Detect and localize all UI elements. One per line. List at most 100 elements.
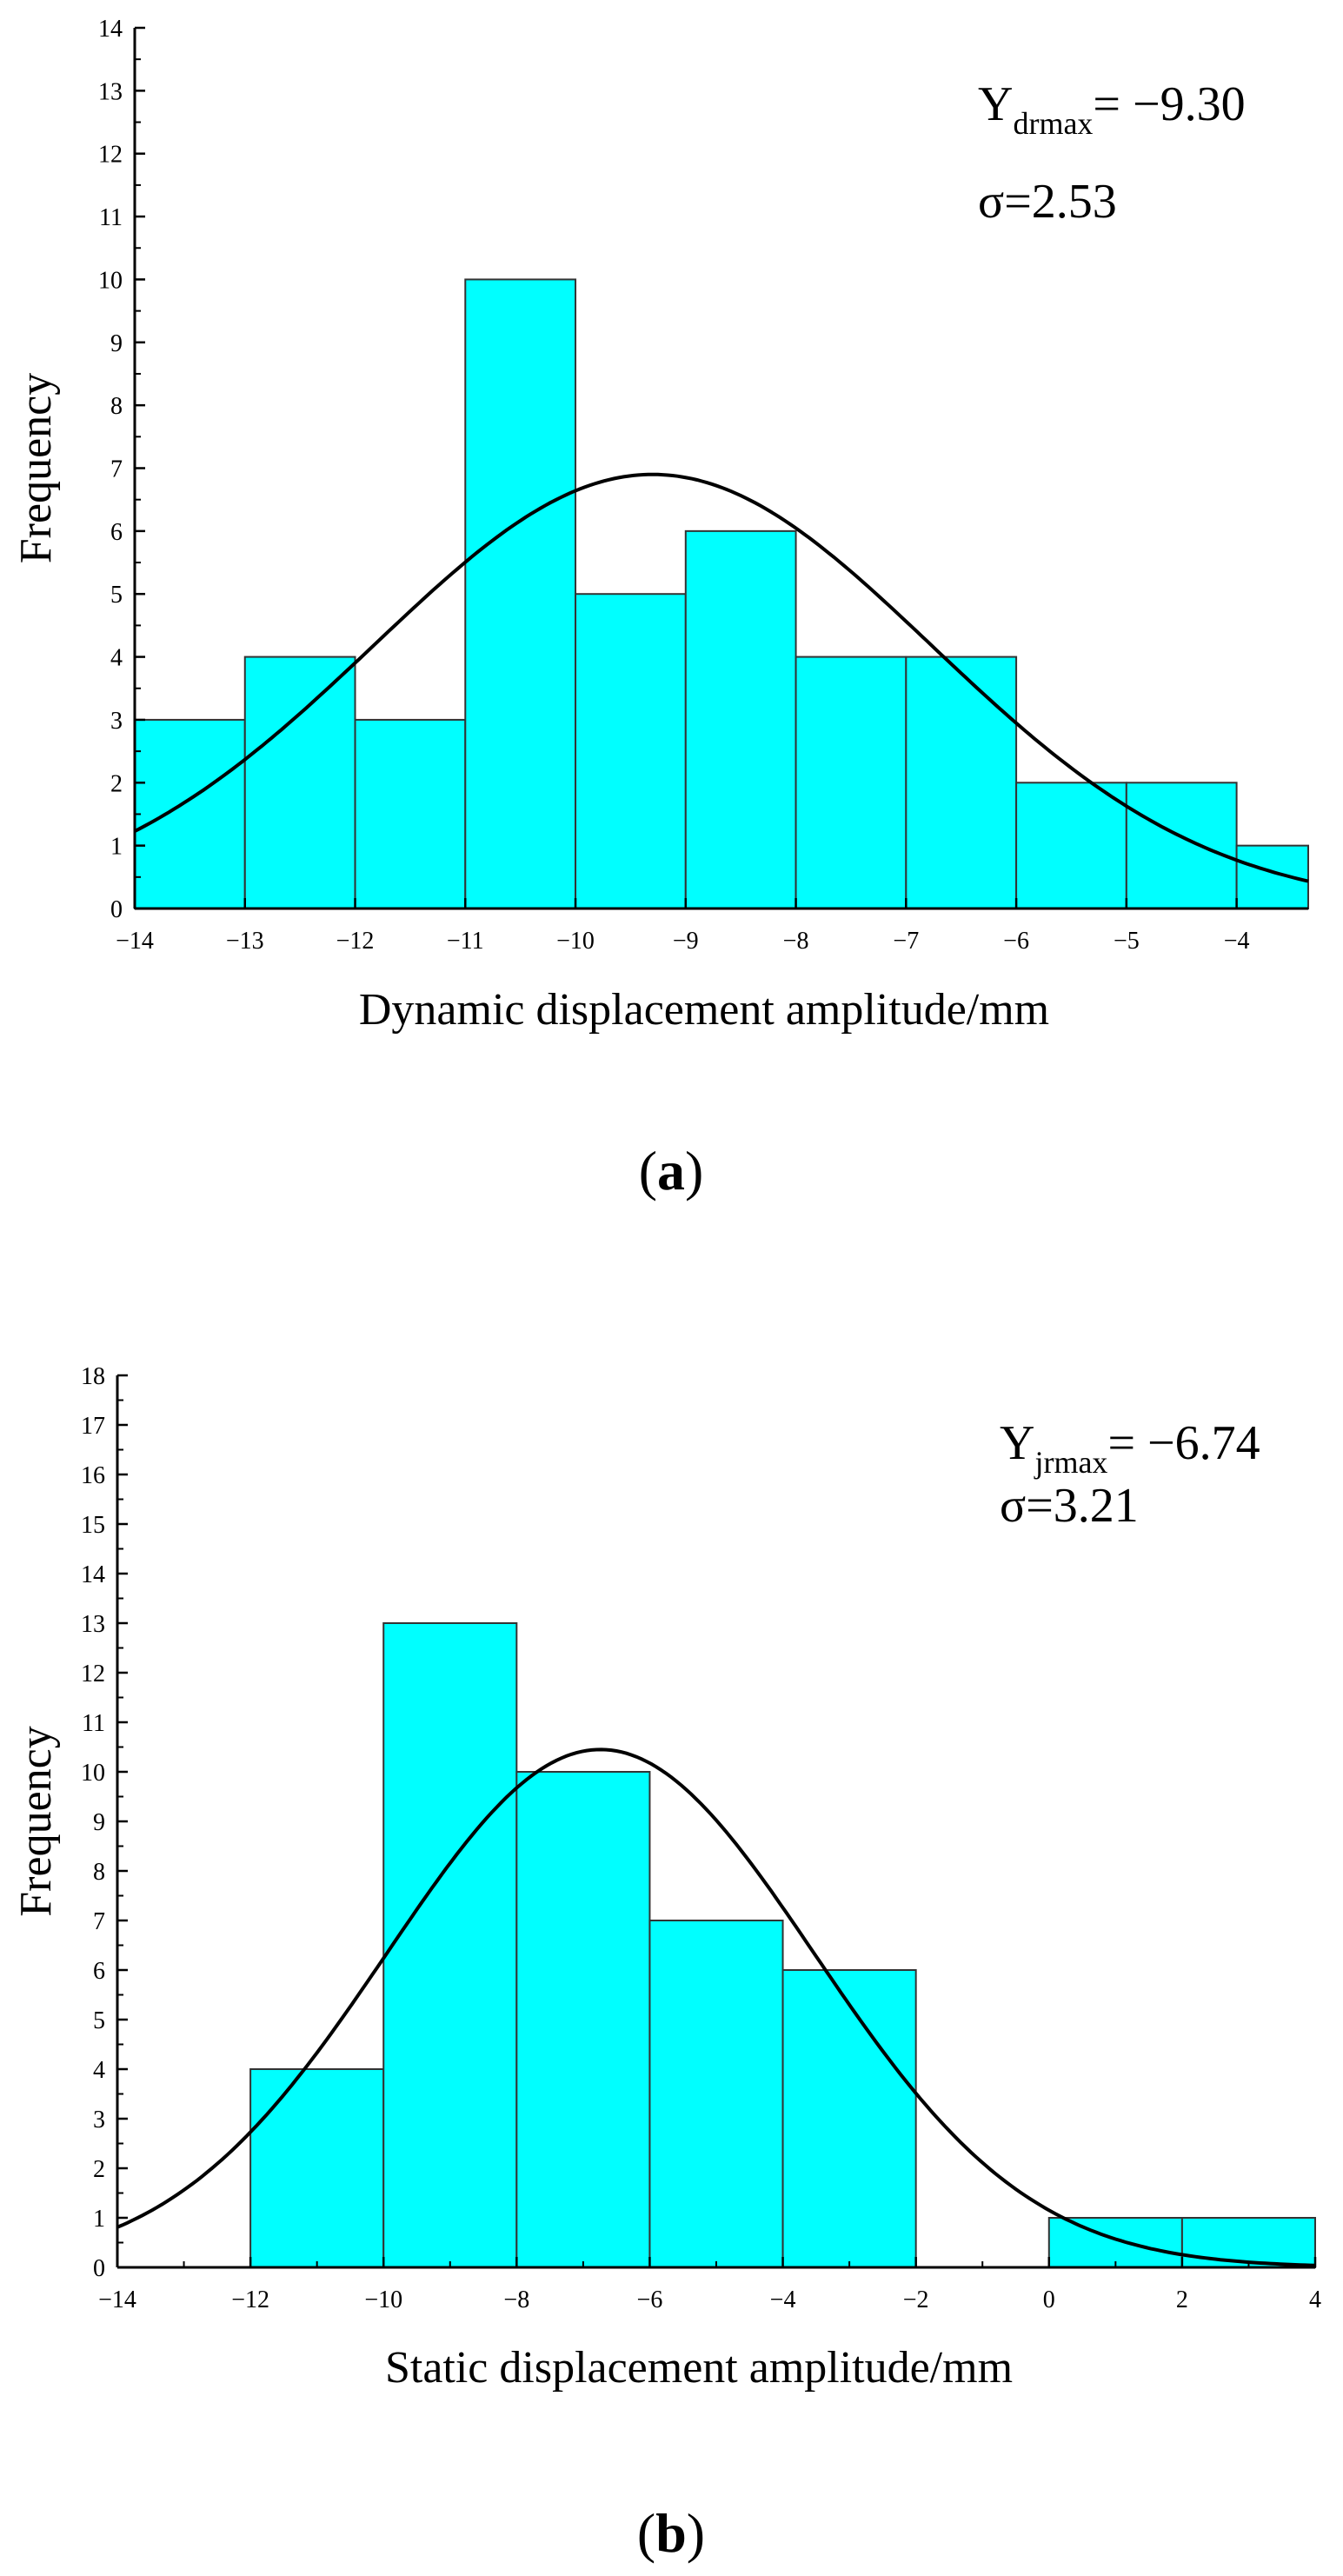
x-tick-label: −5 bbox=[1114, 928, 1140, 955]
bar-6 bbox=[684, 529, 797, 909]
x-tick-label: −12 bbox=[336, 928, 375, 955]
bar-2 bbox=[382, 1622, 518, 2268]
x-tick-label: −6 bbox=[1003, 928, 1029, 955]
x-tick-label: 2 bbox=[1176, 2286, 1188, 2313]
stat-value: = −9.30 bbox=[1093, 77, 1245, 131]
y-tick-label: 8 bbox=[93, 1859, 105, 1886]
y-axis-title: Frequency bbox=[11, 373, 61, 563]
y-tick-label: 13 bbox=[98, 78, 123, 105]
x-tick-label: −11 bbox=[447, 928, 484, 955]
bar-8 bbox=[1180, 2217, 1317, 2268]
y-tick-label: 17 bbox=[81, 1413, 105, 1440]
bar-9 bbox=[1015, 782, 1127, 909]
y-tick-label: 2 bbox=[93, 2156, 105, 2183]
panel-label: (b) bbox=[637, 2502, 705, 2564]
panel-label-open: ( bbox=[637, 2502, 655, 2564]
x-tick-label: −8 bbox=[503, 2286, 529, 2313]
bar-10 bbox=[1125, 782, 1238, 909]
x-tick-label: −2 bbox=[903, 2286, 929, 2313]
y-tick-label: 2 bbox=[110, 770, 123, 797]
y-tick-label: 3 bbox=[93, 2107, 105, 2133]
x-tick-label: −6 bbox=[637, 2286, 663, 2313]
y-tick-label: 10 bbox=[81, 1760, 105, 1787]
normal-fit-curve bbox=[134, 472, 1309, 883]
y-tick-label: 7 bbox=[110, 456, 123, 483]
bars bbox=[249, 1622, 1317, 2268]
bar-2 bbox=[243, 656, 356, 909]
x-tick-label: −12 bbox=[231, 2286, 269, 2313]
y-tick-label: 14 bbox=[98, 16, 123, 43]
normal-fit-curve bbox=[116, 1747, 1316, 2267]
y-tick-label: 18 bbox=[81, 1363, 105, 1390]
stat-symbol: Y bbox=[978, 77, 1013, 131]
y-tick-label: 9 bbox=[93, 1809, 105, 1836]
x-tick-label: −7 bbox=[893, 928, 919, 955]
bar-4 bbox=[464, 278, 577, 909]
y-tick-label: 5 bbox=[93, 2007, 105, 2034]
y-tick-label: 10 bbox=[98, 267, 123, 294]
sigma-annotation: σ=3.21 bbox=[1000, 1479, 1139, 1533]
stat-annotation: Yjrmax= −6.74 bbox=[1000, 1416, 1260, 1480]
y-tick-label: 8 bbox=[110, 393, 123, 420]
y-tick-label: 1 bbox=[110, 834, 123, 861]
y-tick-label: 3 bbox=[110, 708, 123, 735]
y-tick-label: 0 bbox=[110, 896, 123, 923]
y-axis-title: Frequency bbox=[11, 1726, 61, 1916]
x-axis-title: Dynamic displacement amplitude/mm bbox=[359, 985, 1049, 1035]
x-tick-label: −4 bbox=[770, 2286, 796, 2313]
y-tick-label: 15 bbox=[81, 1512, 105, 1539]
x-tick-label: −9 bbox=[673, 928, 699, 955]
stat-subscript: drmax bbox=[1013, 106, 1093, 141]
x-tick-label: −8 bbox=[783, 928, 809, 955]
y-tick-label: 14 bbox=[81, 1561, 105, 1588]
x-tick-label: −4 bbox=[1224, 928, 1250, 955]
x-axis-title: Static displacement amplitude/mm bbox=[385, 2343, 1013, 2393]
bar-3 bbox=[515, 1771, 651, 2268]
y-tick-label: 4 bbox=[93, 2057, 105, 2084]
bar-7 bbox=[1047, 2217, 1183, 2268]
y-tick-label: 13 bbox=[81, 1611, 105, 1638]
y-tick-label: 5 bbox=[110, 582, 123, 609]
bars bbox=[134, 278, 1309, 910]
y-tick-label: 4 bbox=[110, 645, 123, 672]
y-tick-label: 11 bbox=[82, 1710, 105, 1737]
x-tick-label: −14 bbox=[98, 2286, 136, 2313]
bar-5 bbox=[575, 593, 687, 909]
panel-label-open: ( bbox=[639, 1140, 657, 1201]
y-tick-label: 1 bbox=[93, 2206, 105, 2233]
y-tick-label: 6 bbox=[93, 1958, 105, 1985]
stat-subscript: jrmax bbox=[1033, 1445, 1107, 1480]
x-tick-label: −10 bbox=[364, 2286, 402, 2313]
bar-7 bbox=[794, 656, 908, 909]
stat-symbol: Y bbox=[1000, 1416, 1034, 1470]
y-tick-label: 6 bbox=[110, 519, 123, 546]
bar-8 bbox=[905, 656, 1018, 909]
y-tick-label: 7 bbox=[93, 1908, 105, 1935]
y-tick-label: 0 bbox=[93, 2255, 105, 2282]
panel-label-close: ) bbox=[685, 1140, 703, 1201]
y-tick-label: 11 bbox=[99, 204, 123, 231]
bar-1 bbox=[249, 2068, 385, 2268]
panel-label-letter: a bbox=[657, 1140, 685, 1201]
y-tick-label: 12 bbox=[98, 142, 123, 169]
stat-value: = −6.74 bbox=[1107, 1416, 1260, 1470]
stat-annotation: Ydrmax= −9.30 bbox=[978, 77, 1246, 141]
bar-4 bbox=[648, 1920, 784, 2268]
x-tick-label: −13 bbox=[226, 928, 264, 955]
bar-1 bbox=[134, 718, 246, 910]
panel-label-letter: b bbox=[655, 2502, 687, 2564]
x-tick-label: −10 bbox=[556, 928, 595, 955]
y-tick-label: 9 bbox=[110, 330, 123, 357]
y-tick-label: 12 bbox=[81, 1661, 105, 1687]
x-ticks: −14 −13 −12 −11 −10 −9 −8 −7 −6 −5 −4 bbox=[116, 898, 1250, 955]
x-ticks: −14 −12 −10 −8 −6 −4 −2 0 2 4 bbox=[98, 2257, 1321, 2313]
x-tick-label: 0 bbox=[1043, 2286, 1055, 2313]
y-tick-label: 16 bbox=[81, 1462, 105, 1489]
panel-label: (a) bbox=[639, 1140, 704, 1201]
x-tick-label: −14 bbox=[116, 928, 154, 955]
